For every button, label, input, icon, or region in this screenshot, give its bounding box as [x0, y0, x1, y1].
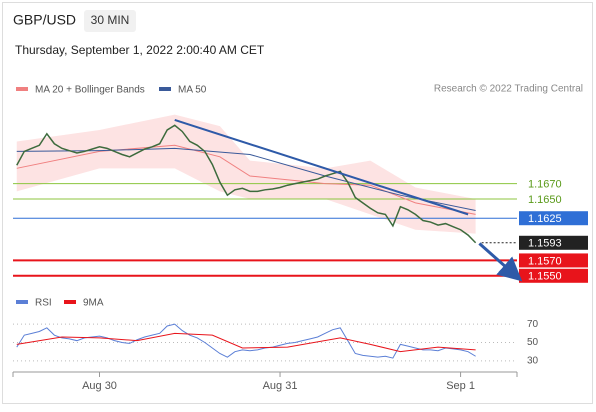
legend-swatch	[64, 300, 76, 304]
legend-label: MA 50	[178, 85, 207, 96]
price-line	[16, 124, 477, 244]
level-box	[519, 211, 588, 226]
x-tick-label: Aug 30	[82, 380, 117, 392]
legend-label: RSI	[35, 298, 52, 309]
interval: 30 MIN	[91, 13, 130, 27]
level-box	[519, 235, 588, 250]
level-label: 1.1670	[528, 179, 562, 191]
level-label: 1.1625	[528, 213, 562, 225]
x-tick-label: Aug 31	[263, 380, 298, 392]
legend-label: 9MA	[83, 298, 104, 309]
y-tick-label: 70	[527, 319, 539, 330]
level-label: 1.1570	[528, 255, 562, 267]
source: Research © 2022 Trading Central	[434, 84, 583, 95]
level-label: 1.1650	[528, 194, 562, 206]
level-box	[519, 268, 588, 283]
trendline	[174, 119, 469, 216]
legend-swatch	[16, 300, 28, 304]
legend-swatch	[16, 87, 28, 91]
y-tick-label: 30	[527, 355, 539, 366]
level-label: 1.1550	[528, 271, 562, 283]
interval-box	[84, 10, 136, 32]
rsi-line	[16, 323, 476, 359]
ma-line	[16, 147, 476, 212]
datetime: Thursday, September 1, 2022 2:00:40 AM C…	[15, 43, 265, 57]
forecast-arrow	[478, 242, 523, 282]
x-tick-label: Sep 1	[446, 380, 475, 392]
legend-label: MA 20 + Bollinger Bands	[35, 85, 145, 96]
level-box	[519, 253, 588, 268]
legend-swatch	[159, 87, 171, 91]
symbol: GBP/USD	[13, 12, 76, 28]
level-label: 1.1593	[528, 238, 562, 250]
y-tick-label: 50	[527, 337, 539, 348]
rsi-line	[16, 332, 476, 353]
ma-line	[16, 144, 476, 215]
frame	[2, 2, 593, 404]
